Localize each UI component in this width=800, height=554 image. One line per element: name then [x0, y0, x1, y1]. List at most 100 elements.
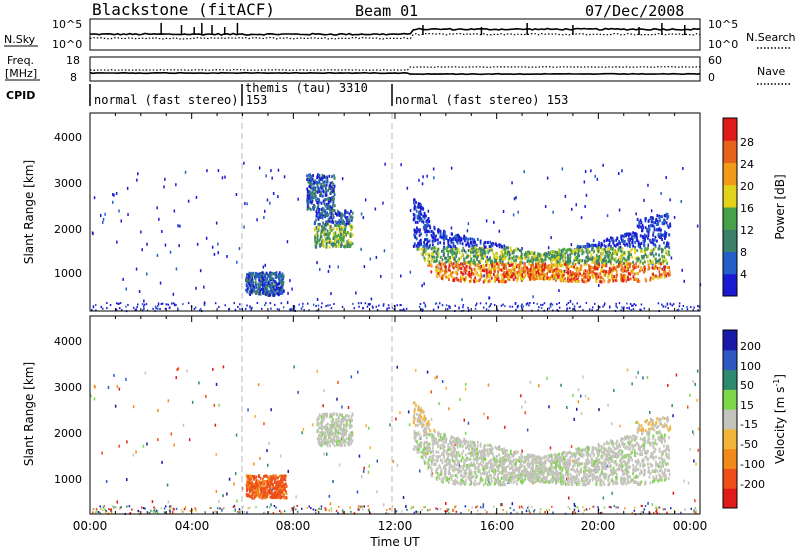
power-point — [337, 224, 340, 228]
velocity-ground-point — [401, 510, 403, 513]
power-point — [445, 256, 448, 260]
velocity-point — [269, 486, 271, 490]
velocity-point — [326, 432, 329, 436]
power-point — [606, 238, 609, 242]
power-point — [664, 265, 666, 269]
power-ground-point — [693, 306, 695, 309]
velocity-point — [247, 486, 250, 489]
velocity-point — [272, 495, 275, 499]
power-point — [314, 238, 316, 241]
power-point — [415, 230, 418, 234]
power-noise-point — [380, 274, 382, 278]
power-point — [473, 258, 475, 262]
power-ground-point — [432, 308, 435, 311]
power-point — [342, 231, 345, 235]
power-point — [616, 265, 619, 269]
power-ground-point — [237, 306, 239, 308]
velocity-noise-point — [271, 486, 273, 490]
power-noise-point — [277, 168, 280, 172]
velocity-ground-point — [128, 505, 131, 508]
power-point — [333, 204, 336, 208]
power-point — [482, 280, 485, 284]
velocity-noise-point — [570, 445, 573, 449]
velocity-point — [330, 431, 333, 435]
power-point — [505, 275, 508, 279]
power-point — [637, 272, 639, 276]
velocity-noise-point — [529, 380, 532, 384]
power-point — [525, 251, 527, 255]
velocity-point — [344, 428, 347, 432]
velocity-ground-point — [528, 509, 530, 512]
power-point — [433, 225, 436, 229]
power-point — [499, 243, 502, 247]
power-ground-point — [106, 302, 108, 304]
power-point — [330, 220, 333, 224]
velocity-noise-point — [90, 394, 92, 398]
power-point — [413, 244, 415, 248]
power-point — [573, 259, 576, 262]
power-point — [261, 288, 263, 291]
power-point — [663, 214, 666, 217]
power-point — [308, 206, 311, 210]
power-noise-point — [583, 180, 586, 184]
velocity-point — [335, 419, 338, 423]
power-point — [464, 278, 467, 282]
power-point — [334, 238, 337, 242]
power-point — [625, 262, 627, 266]
power-point — [593, 249, 595, 253]
power-point — [451, 265, 454, 269]
power-point — [617, 258, 620, 262]
velocity-ground-point — [664, 508, 666, 511]
power-point — [476, 271, 478, 275]
power-noise-point — [532, 295, 534, 299]
power-ground-point — [155, 307, 157, 310]
power-point — [415, 244, 418, 248]
power-point — [449, 249, 452, 253]
velocity-noise-point — [407, 410, 410, 414]
power-ground-point — [556, 303, 558, 306]
power-point — [443, 269, 446, 273]
velocity-point — [246, 482, 248, 486]
power-ground-point — [341, 305, 344, 308]
power-point — [626, 242, 628, 246]
power-point — [443, 263, 446, 267]
power-point — [553, 268, 556, 272]
velocity-ground-point — [101, 509, 104, 512]
power-point — [609, 236, 612, 240]
power-point — [330, 208, 333, 211]
power-point — [485, 274, 488, 277]
power-point — [308, 181, 311, 185]
velocity-ground-point — [328, 509, 331, 512]
velocity-point — [261, 484, 264, 488]
power-point — [633, 263, 635, 267]
power-ground-point — [224, 304, 226, 307]
power-point — [249, 293, 251, 296]
power-point — [344, 211, 346, 215]
power-point — [330, 191, 332, 195]
freq-panel: Freq. [MHz] 18 8 60 0 Nave — [5, 54, 790, 85]
power-point — [313, 188, 316, 192]
velocity-point — [251, 484, 254, 488]
power-noise-point — [127, 213, 129, 217]
velocity-ground-point — [219, 507, 221, 510]
velocity-ground-point — [183, 508, 186, 511]
power-point — [448, 238, 451, 242]
velocity-noise-point — [212, 367, 214, 371]
power-point — [539, 255, 542, 259]
power-point — [587, 266, 590, 270]
power-point — [489, 245, 492, 249]
power-point — [623, 269, 626, 273]
power-point — [589, 275, 591, 279]
velocity-ground-point — [153, 509, 155, 512]
power-point — [535, 271, 538, 275]
date-label: 07/Dec/2008 — [585, 2, 684, 20]
power-point — [496, 252, 498, 256]
power-point — [245, 282, 248, 286]
power-point — [422, 214, 425, 218]
power-point — [628, 245, 631, 249]
power-point — [556, 256, 558, 260]
velocity-point — [337, 436, 340, 440]
power-point — [463, 269, 466, 273]
velocity-point — [262, 495, 265, 499]
power-point — [567, 258, 569, 262]
